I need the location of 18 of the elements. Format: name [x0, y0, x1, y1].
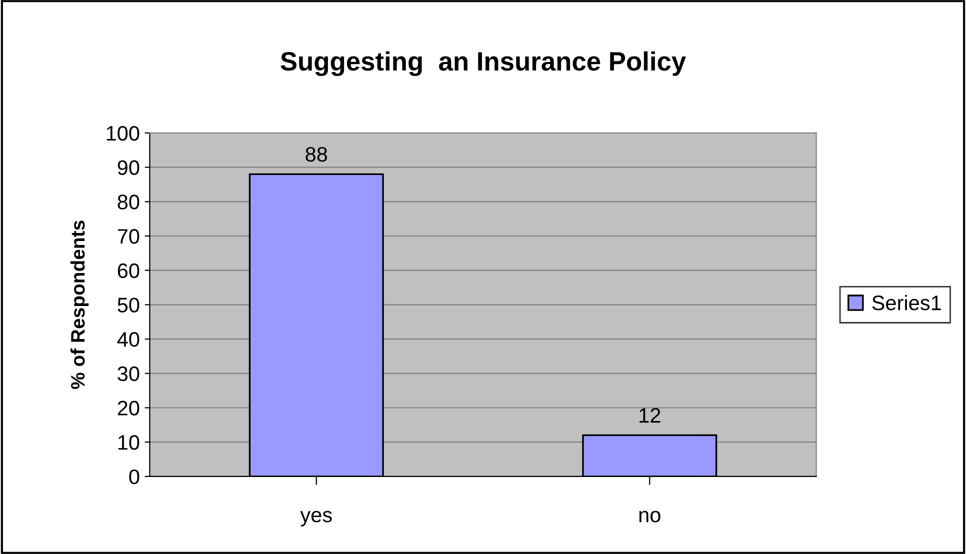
y-tick-label: 60 — [118, 263, 140, 278]
y-tick-label: 50 — [118, 298, 140, 312]
y-tick-label: 90 — [118, 160, 140, 176]
x-tick-label: no — [639, 510, 660, 522]
chart-title: Suggesting an Insurance Policy — [280, 51, 686, 76]
y-axis-title: % of Respondents — [70, 220, 89, 390]
y-tick-label: 70 — [118, 229, 140, 244]
y-tick-label: 80 — [118, 194, 140, 210]
y-tick-label: 30 — [118, 366, 140, 382]
y-tick-label: 20 — [118, 400, 140, 416]
x-tick-label: yes — [300, 510, 332, 526]
data-label: 88 — [306, 146, 328, 162]
y-tick-label: 10 — [118, 435, 140, 450]
data-label: 12 — [640, 408, 660, 423]
legend-label: Series1 — [872, 294, 941, 310]
y-tick-label: 100 — [106, 126, 140, 141]
y-tick-label: 40 — [117, 332, 140, 347]
y-tick-label: 0 — [129, 469, 140, 484]
